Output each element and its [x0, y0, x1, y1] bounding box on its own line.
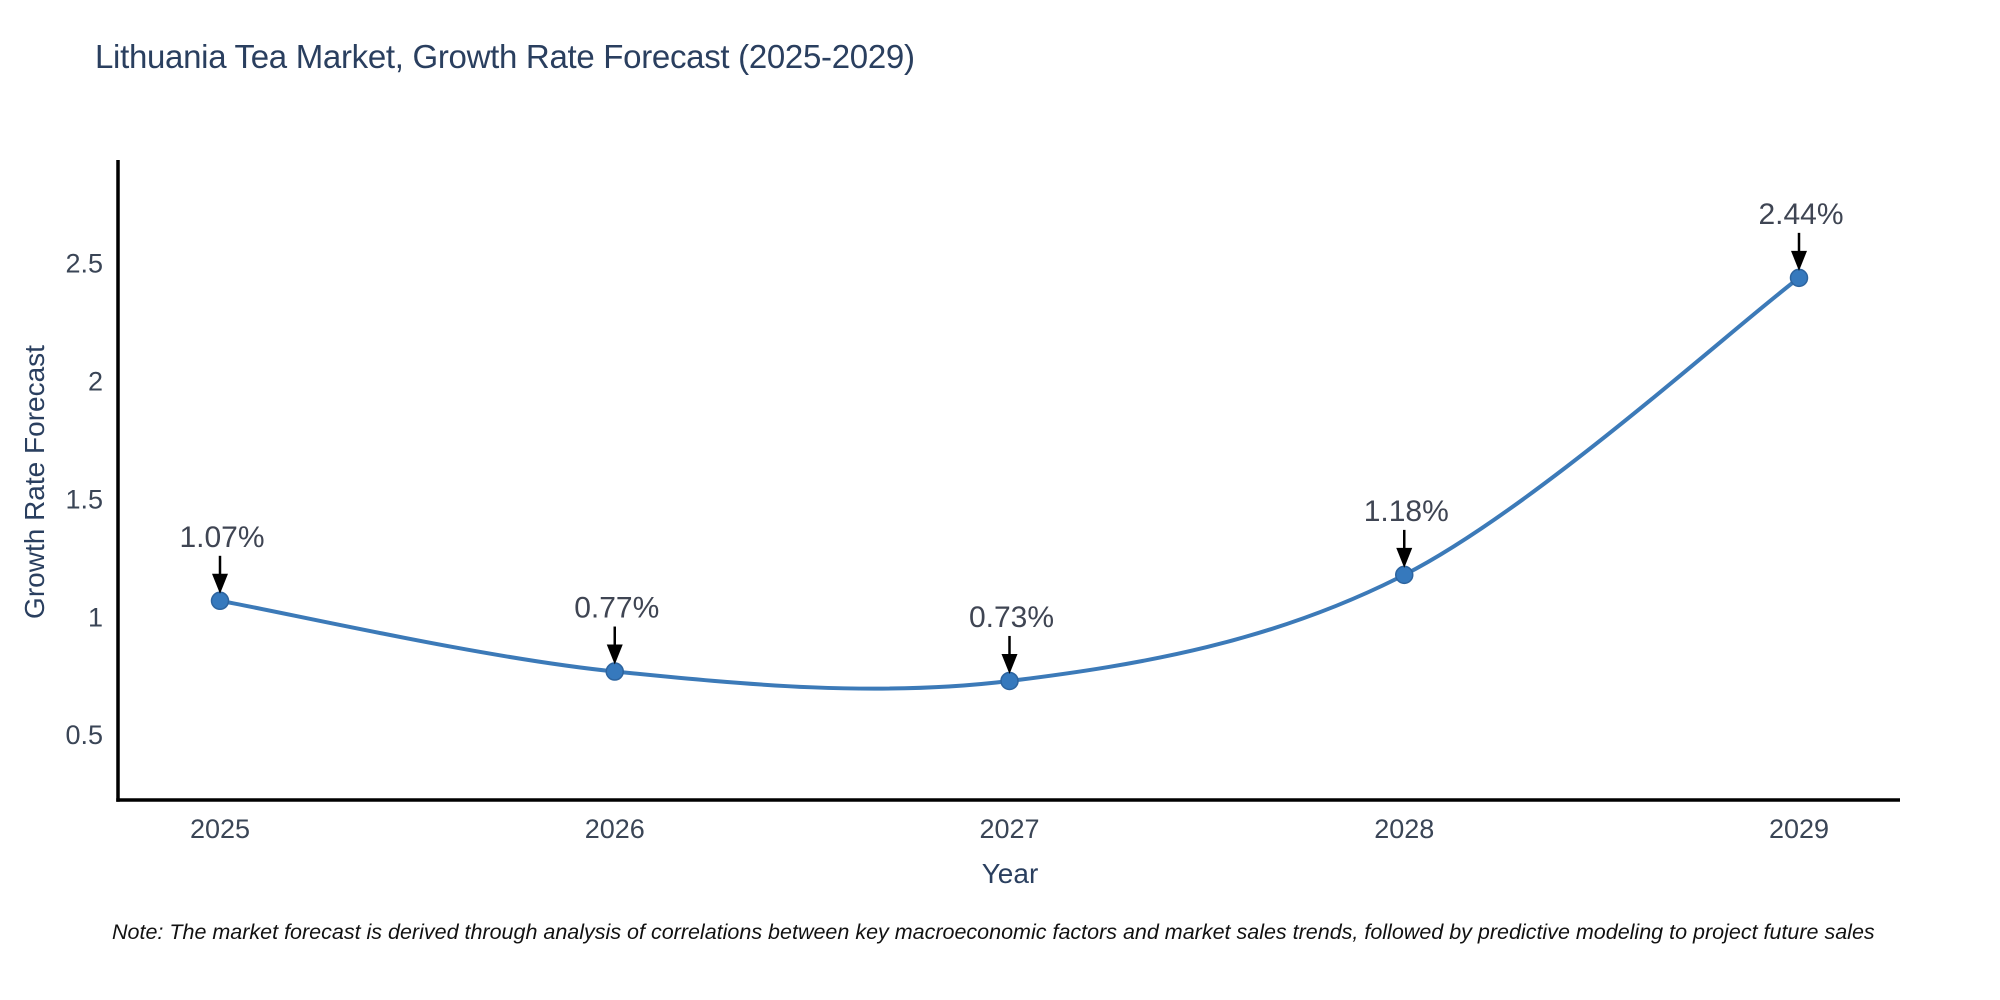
chart-title: Lithuania Tea Market, Growth Rate Foreca… — [95, 38, 915, 75]
y-tick-label: 2.5 — [65, 249, 103, 279]
y-tick-label: 1.5 — [65, 484, 103, 514]
data-point — [210, 591, 230, 611]
annotation-arrowhead — [212, 573, 228, 594]
point-value-label: 2.44% — [1758, 198, 1843, 231]
point-value-label: 0.73% — [969, 601, 1054, 634]
y-tick-label: 0.5 — [65, 720, 103, 750]
x-tick-label: 2028 — [1374, 814, 1434, 844]
data-point — [1000, 671, 1019, 691]
annotation-arrowhead — [1791, 250, 1807, 271]
data-point — [1395, 565, 1414, 585]
y-tick-label: 1 — [88, 602, 103, 632]
data-point — [1789, 268, 1809, 288]
y-axis-title: Growth Rate Forecast — [19, 345, 50, 619]
x-axis-title: Year — [981, 858, 1039, 889]
x-tick-label: 2027 — [979, 814, 1039, 844]
point-value-label: 0.77% — [574, 592, 659, 625]
footnote: Note: The market forecast is derived thr… — [112, 920, 1875, 944]
data-point — [605, 662, 624, 681]
point-value-label: 1.18% — [1364, 495, 1449, 528]
x-tick-label: 2029 — [1769, 814, 1829, 844]
x-tick-label: 2026 — [585, 814, 645, 844]
series-line — [218, 275, 1801, 691]
y-tick-label: 2 — [88, 367, 103, 397]
annotation-arrowhead — [1001, 653, 1018, 674]
point-value-label: 1.07% — [179, 521, 264, 554]
annotation-arrowhead — [1396, 547, 1413, 568]
annotation-arrowhead — [606, 644, 623, 665]
x-tick-label: 2025 — [190, 814, 250, 844]
